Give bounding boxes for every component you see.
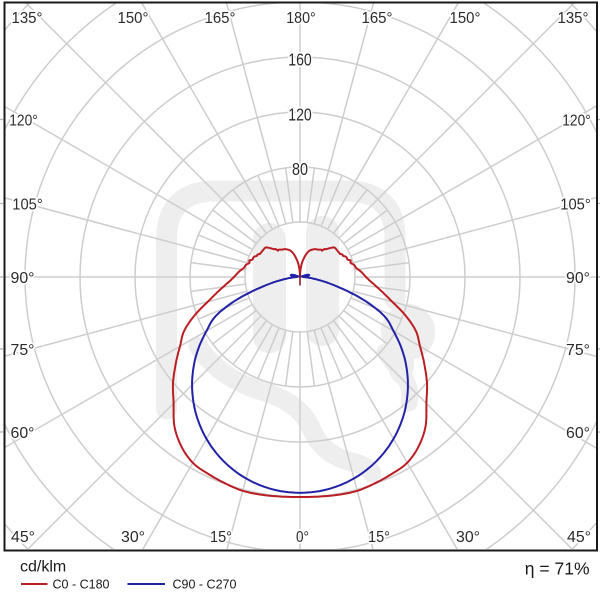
svg-text:135°: 135° [558, 10, 589, 27]
svg-text:90°: 90° [11, 270, 35, 287]
svg-text:150°: 150° [450, 10, 481, 27]
svg-text:C0 - C180: C0 - C180 [53, 578, 110, 592]
svg-text:90°: 90° [566, 270, 590, 287]
svg-text:η = 71%: η = 71% [525, 559, 590, 579]
svg-text:165°: 165° [362, 10, 393, 27]
svg-text:120°: 120° [562, 112, 591, 129]
svg-text:C90 - C270: C90 - C270 [173, 578, 237, 592]
svg-text:30°: 30° [121, 529, 145, 546]
svg-text:105°: 105° [560, 196, 591, 213]
svg-text:45°: 45° [11, 529, 35, 546]
svg-text:135°: 135° [12, 10, 43, 27]
svg-text:60°: 60° [566, 425, 590, 442]
svg-text:80: 80 [292, 159, 308, 179]
svg-text:105°: 105° [12, 196, 43, 213]
svg-text:15°: 15° [210, 529, 232, 546]
svg-text:cd/klm: cd/klm [20, 559, 66, 576]
svg-text:0°: 0° [296, 529, 309, 546]
svg-text:160: 160 [288, 49, 312, 69]
svg-text:45°: 45° [567, 529, 591, 546]
svg-text:120: 120 [288, 104, 312, 124]
svg-text:15°: 15° [368, 529, 390, 546]
svg-text:75°: 75° [566, 342, 590, 359]
svg-text:150°: 150° [118, 10, 149, 27]
svg-text:60°: 60° [11, 425, 35, 442]
svg-text:165°: 165° [205, 10, 236, 27]
svg-text:180°: 180° [286, 10, 316, 27]
svg-text:120°: 120° [9, 112, 38, 129]
svg-text:30°: 30° [456, 529, 480, 546]
svg-text:75°: 75° [11, 342, 35, 359]
